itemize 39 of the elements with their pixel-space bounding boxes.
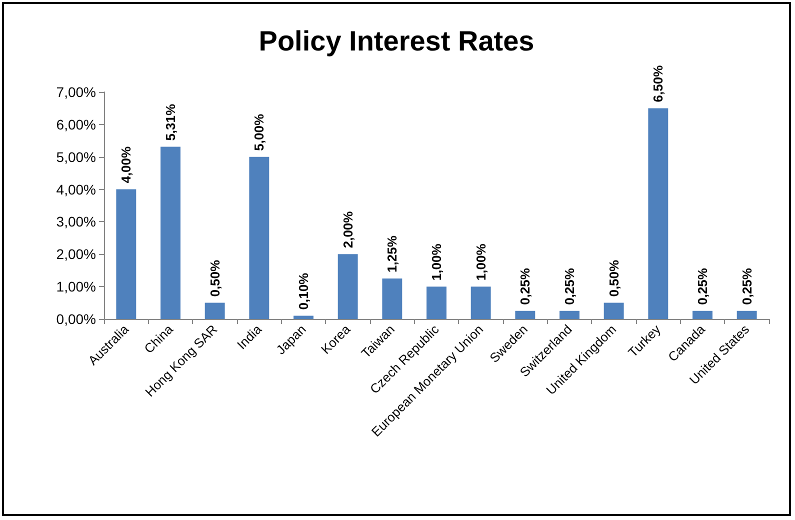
bar bbox=[736, 310, 757, 319]
data-label: 0,25% bbox=[695, 268, 710, 305]
bar bbox=[604, 302, 624, 319]
data-label: 6,50% bbox=[650, 64, 666, 102]
bar bbox=[426, 286, 446, 319]
data-label: 1,25% bbox=[384, 235, 400, 272]
bar bbox=[382, 278, 402, 319]
y-tick-label: 4,00% bbox=[56, 181, 96, 198]
bar bbox=[204, 302, 225, 319]
y-tick-label: 1,00% bbox=[56, 278, 96, 295]
bar bbox=[515, 310, 536, 319]
data-label: 0,25% bbox=[518, 268, 533, 305]
y-tick-label: 0,00% bbox=[56, 311, 96, 327]
data-label: 2,00% bbox=[340, 210, 356, 248]
bar bbox=[338, 254, 358, 319]
bar bbox=[160, 146, 180, 319]
bar bbox=[249, 156, 270, 319]
data-label: 4,00% bbox=[118, 146, 134, 184]
data-label: 0,25% bbox=[739, 268, 754, 305]
data-label: 5,00% bbox=[252, 114, 267, 151]
bar bbox=[294, 316, 314, 319]
bar bbox=[560, 310, 580, 319]
y-tick-label: 2,00% bbox=[56, 246, 96, 262]
data-label: 5,31% bbox=[163, 104, 178, 141]
y-tick-label: 3,00% bbox=[56, 214, 96, 230]
chart-title: Policy Interest Rates bbox=[258, 26, 534, 56]
bar bbox=[470, 286, 491, 319]
bar bbox=[692, 310, 712, 319]
y-tick-label: 7,00% bbox=[56, 84, 96, 100]
data-label: 1,00% bbox=[473, 243, 488, 281]
data-label: 0,50% bbox=[606, 259, 622, 297]
bar bbox=[116, 189, 136, 319]
y-tick-label: 5,00% bbox=[56, 148, 96, 165]
data-label: 1,00% bbox=[429, 243, 444, 281]
data-label: 0,10% bbox=[296, 272, 311, 310]
bar bbox=[648, 108, 668, 319]
data-label: 0,50% bbox=[207, 259, 222, 297]
y-tick-label: 6,00% bbox=[56, 116, 96, 132]
data-label: 0,25% bbox=[562, 268, 577, 305]
